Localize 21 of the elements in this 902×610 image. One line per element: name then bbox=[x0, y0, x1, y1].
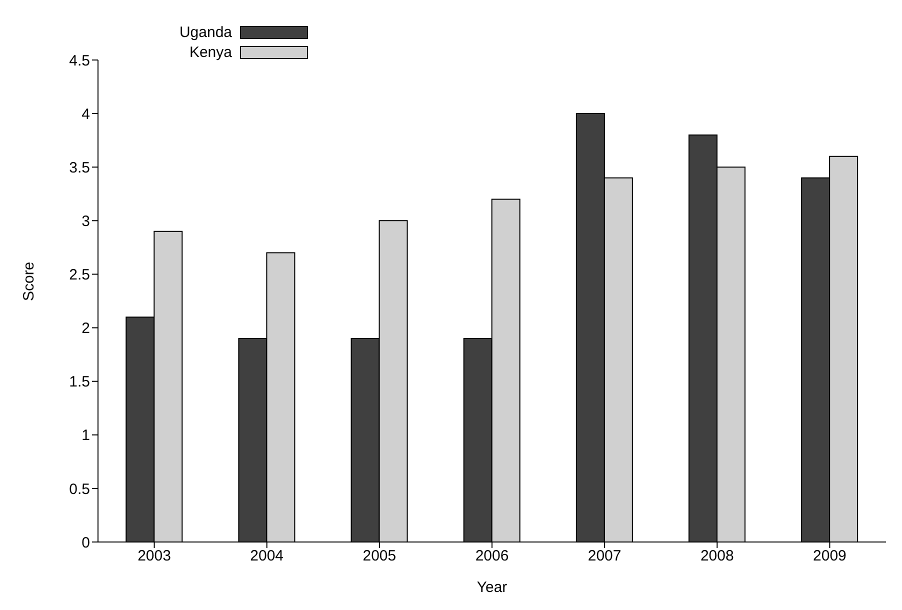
x-tick-label: 2005 bbox=[362, 548, 396, 565]
y-tick-label: 3.5 bbox=[69, 159, 90, 176]
y-tick-label: 4 bbox=[82, 106, 90, 123]
y-tick-label: 2.5 bbox=[69, 266, 90, 284]
y-tick-label: 0.5 bbox=[69, 480, 90, 498]
y-tick-label: 1 bbox=[82, 427, 90, 444]
y-axis-title: Score bbox=[20, 262, 38, 301]
x-tick-label: 2004 bbox=[250, 548, 284, 565]
y-tick-label: 1.5 bbox=[69, 374, 90, 391]
legend-label: Uganda bbox=[179, 24, 232, 40]
y-tick-label: 3 bbox=[82, 212, 90, 230]
legend-label: Kenya bbox=[189, 44, 232, 60]
x-tick-label: 2008 bbox=[700, 548, 734, 565]
y-tick-label: 0 bbox=[82, 534, 90, 552]
x-tick-label: 2006 bbox=[475, 548, 509, 565]
x-tick-label: 2009 bbox=[813, 548, 846, 565]
y-tick-label: 4.5 bbox=[69, 52, 90, 70]
x-tick-label: 2007 bbox=[588, 548, 622, 565]
y-tick-label: 2 bbox=[82, 320, 90, 338]
x-axis-title: Year bbox=[476, 579, 508, 596]
x-tick-label: 2003 bbox=[138, 548, 171, 565]
